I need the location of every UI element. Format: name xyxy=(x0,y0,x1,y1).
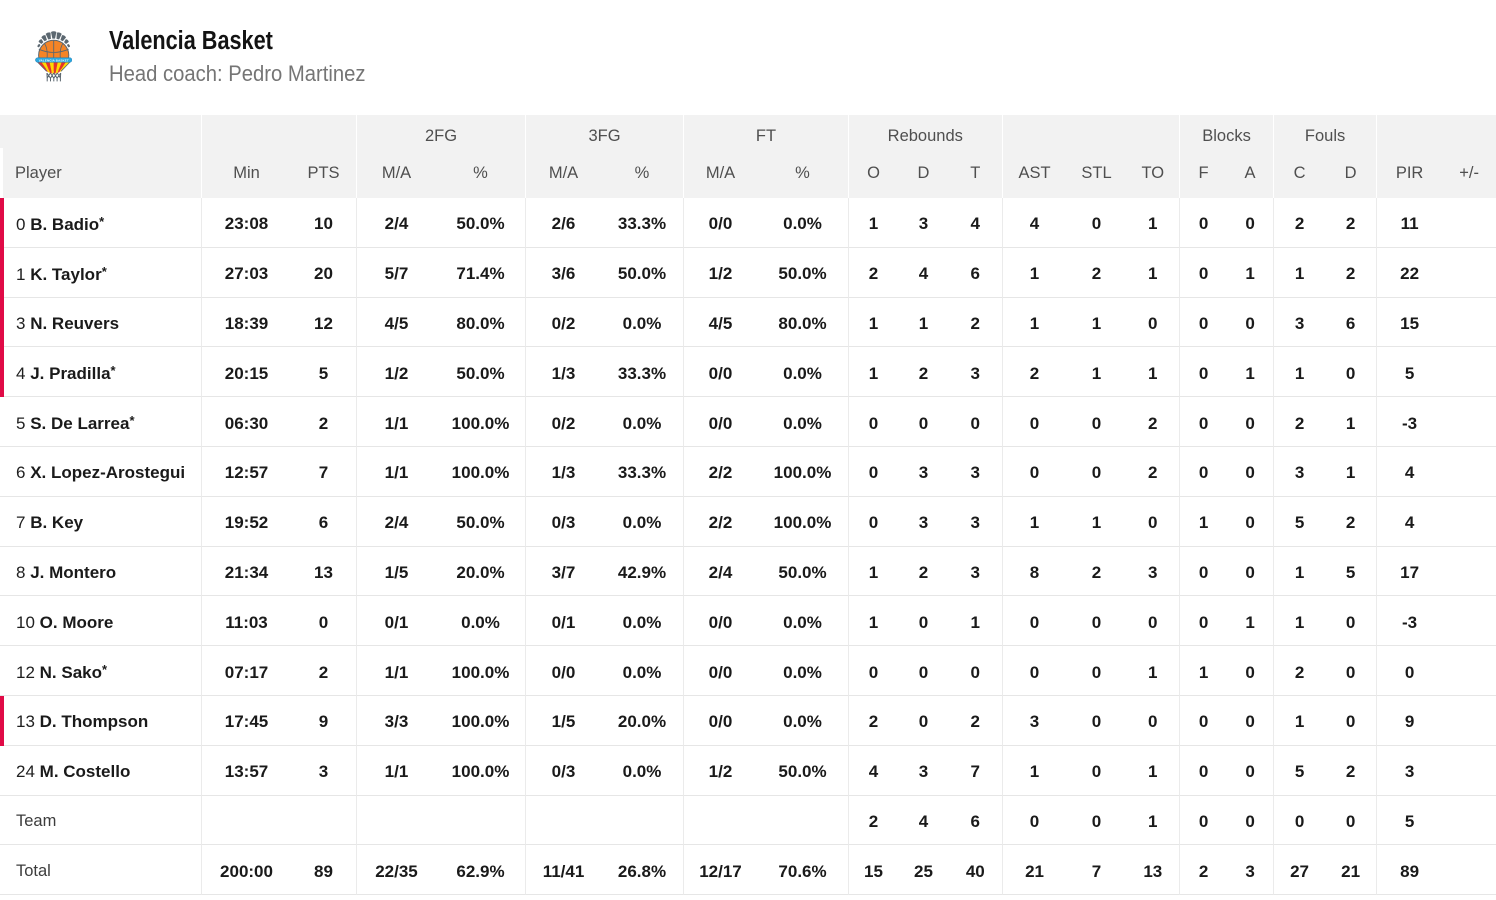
svg-text:VALENCIA BASKET: VALENCIA BASKET xyxy=(39,58,69,62)
